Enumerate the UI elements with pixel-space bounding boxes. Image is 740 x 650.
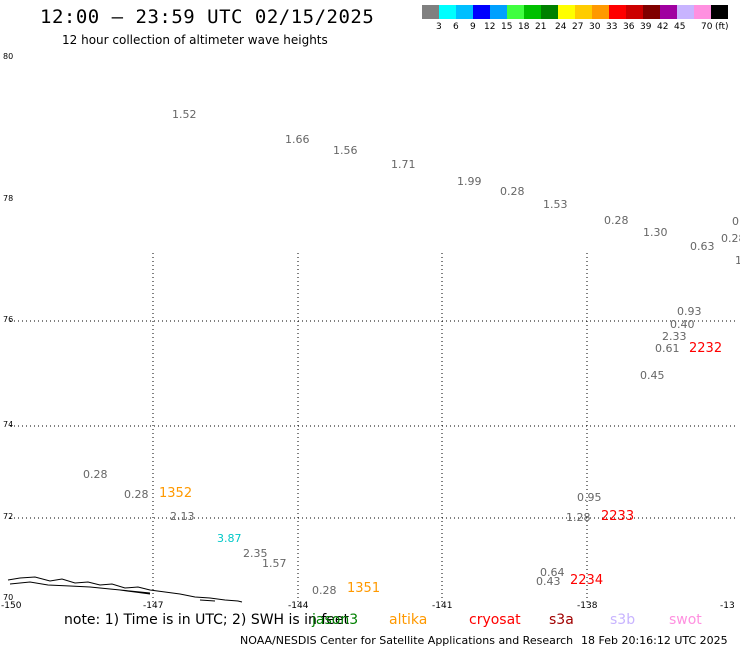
scale-swatch (422, 5, 439, 19)
lat-label: 70 (3, 593, 14, 602)
scale-label: 70 (701, 22, 713, 32)
lat-label: 74 (3, 420, 14, 429)
lon-label: -138 (577, 601, 598, 611)
legend-swot: swot (669, 612, 702, 628)
wave-height-label: 0.45 (640, 369, 665, 382)
scale-swatch (456, 5, 473, 19)
pass-time-label: 1352 (159, 486, 193, 501)
scale-swatch (643, 5, 660, 19)
scale-label: 39 (640, 22, 652, 32)
scale-unit: (ft) (715, 22, 729, 32)
scale-label: 36 (623, 22, 635, 32)
legend-s3b: s3b (610, 612, 636, 628)
scale-swatch (558, 5, 575, 19)
wave-height-label: 1.53 (543, 198, 568, 211)
grid-lines (10, 253, 738, 602)
generated-timestamp: 18 Feb 20:16:12 UTC 2025 (581, 634, 728, 647)
scale-label: 3 (436, 22, 442, 32)
lon-label: -147 (143, 601, 164, 611)
pass-time-label: 1351 (347, 581, 381, 596)
wave-height-label: 1.66 (285, 133, 310, 146)
page-title: 12:00 – 23:59 UTC 02/15/2025 (40, 6, 375, 28)
wave-height-label: 2.13 (170, 510, 195, 523)
scale-label: 15 (501, 22, 513, 32)
legend-jason3: jason3 (312, 612, 359, 628)
scale-label: 42 (657, 22, 669, 32)
wave-height-label: 0.28 (500, 185, 525, 198)
scale-label: 27 (572, 22, 584, 32)
lon-label: -141 (432, 601, 453, 611)
wave-height-label: 1.52 (172, 108, 197, 121)
legend-s3a: s3a (549, 612, 574, 628)
wave-height-label: 0.61 (655, 342, 680, 355)
scale-swatch (507, 5, 524, 19)
scale-swatch (490, 5, 507, 19)
scale-swatch (694, 5, 711, 19)
scale-label: 21 (535, 22, 547, 32)
scale-swatch (541, 5, 558, 19)
scale-label: 18 (518, 22, 530, 32)
pass-time-label: 2234 (570, 573, 604, 588)
legend-cryosat: cryosat (469, 612, 521, 628)
wave-height-label: 1.56 (333, 144, 358, 157)
lat-label: 72 (3, 512, 14, 521)
scale-swatch (439, 5, 456, 19)
wave-height-label: 0.40 (670, 318, 695, 331)
wave-height-label: 0.93 (677, 305, 702, 318)
wave-height-label: 0.64 (540, 566, 565, 579)
legend-altika: altika (389, 612, 428, 628)
lon-label: -13 (720, 601, 735, 611)
scale-label: 45 (674, 22, 686, 32)
credit-line: NOAA/NESDIS Center for Satellite Applica… (240, 634, 574, 647)
lon-label: -144 (288, 601, 309, 611)
scale-swatch (524, 5, 541, 19)
pass-time-label: 2232 (689, 341, 723, 356)
scale-label: 30 (589, 22, 601, 32)
scale-label: 6 (453, 22, 459, 32)
page-subtitle: 12 hour collection of altimeter wave hei… (62, 33, 328, 47)
wave-height-label: 3.87 (217, 532, 242, 545)
wave-height-label: 1.57 (262, 557, 287, 570)
footer-note: note: 1) Time is in UTC; 2) SWH is in fe… (64, 612, 350, 628)
lon-label: -150 (1, 601, 22, 611)
wave-height-label: 0.63 (690, 240, 715, 253)
scale-label: 12 (484, 22, 496, 32)
scale-label: 24 (555, 22, 567, 32)
wave-height-label: 0.28 (83, 468, 108, 481)
wave-height-label: 2.35 (243, 547, 268, 560)
pass-time-label: 2233 (601, 509, 635, 524)
lat-label: 80 (3, 52, 14, 61)
scale-swatch (677, 5, 694, 19)
wave-height-label: 1.30 (643, 226, 668, 239)
wave-height-label: 1.28 (566, 511, 591, 524)
lat-label: 78 (3, 194, 14, 203)
wave-height-label: 0.95 (577, 491, 602, 504)
scale-swatch (609, 5, 626, 19)
coastline (7, 576, 243, 603)
wave-height-label: 0.28 (124, 488, 149, 501)
scale-swatch (575, 5, 592, 19)
wave-height-label: 1.71 (391, 158, 416, 171)
wave-height-label: 0 (732, 215, 739, 228)
scale-swatch (660, 5, 677, 19)
wave-height-label: 1 (735, 254, 740, 267)
wave-height-label: 0.43 (536, 575, 561, 588)
scale-swatch (592, 5, 609, 19)
scale-swatch (473, 5, 490, 19)
wave-height-label: 0.28 (721, 232, 740, 245)
scale-swatch (626, 5, 643, 19)
scale-swatch (711, 5, 728, 19)
scale-label: 9 (470, 22, 476, 32)
lat-label: 76 (3, 315, 14, 324)
wave-height-label: 0.28 (604, 214, 629, 227)
wave-height-label: 0.28 (312, 584, 337, 597)
wave-height-label: 2.33 (662, 330, 687, 343)
wave-height-label: 1.99 (457, 175, 482, 188)
scale-label: 33 (606, 22, 618, 32)
